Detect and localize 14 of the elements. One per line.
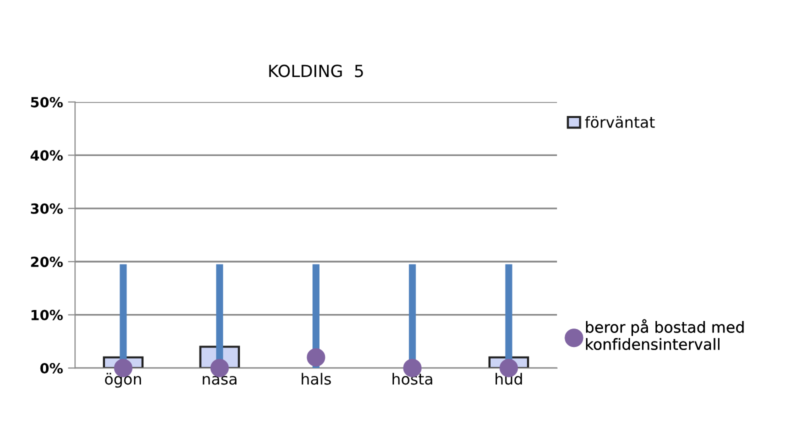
y-tick-label: 40% (30, 150, 63, 161)
legend-label: beror på bostad med konfidensintervall (586, 319, 744, 350)
x-tick-label: näsa (202, 372, 236, 385)
x-tick-label: ögon (105, 372, 141, 388)
chart-title: KOLDING 5 (269, 64, 363, 78)
x-tick-label: hosta (392, 372, 432, 385)
y-tick-label: 30% (30, 203, 63, 214)
y-tick-label: 10% (32, 310, 63, 320)
x-tick-label: hud (496, 372, 522, 385)
legend-label: förväntat (585, 116, 655, 128)
x-tick-label: hals (302, 372, 331, 385)
y-tick-label: 0% (40, 363, 63, 374)
y-tick-label: 50% (31, 96, 63, 108)
y-tick-label: 20% (31, 256, 63, 268)
